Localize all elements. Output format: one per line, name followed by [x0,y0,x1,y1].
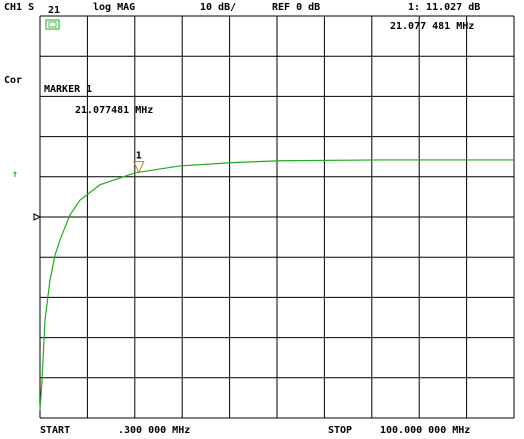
reference: REF 0 dB [272,2,320,13]
marker-readout: 1: 11.027 dB [408,2,480,13]
status-icon-inner [48,21,57,28]
marker-title: MARKER 1 [44,84,92,95]
status-icon [45,19,60,30]
status-arrow: ↑ [12,169,18,180]
correction: Cor [4,75,22,86]
reference-marker [33,213,42,221]
marker-frequency: 21.077 481 MHz [390,21,474,32]
stop-frequency: 100.000 000 MHz [380,425,470,436]
marker-detail: 21.077481 MHz [75,105,153,116]
parameter: 21 [48,5,60,16]
marker [133,161,145,174]
trace [39,159,514,411]
format: log MAG [93,2,135,13]
scale: 10 dB/ [200,2,236,13]
start-label: START [40,425,70,436]
stop-label: STOP [328,425,352,436]
channel: CH1 S [4,2,34,13]
marker-label: 1 [136,151,142,162]
start-frequency: .300 000 MHz [118,425,190,436]
